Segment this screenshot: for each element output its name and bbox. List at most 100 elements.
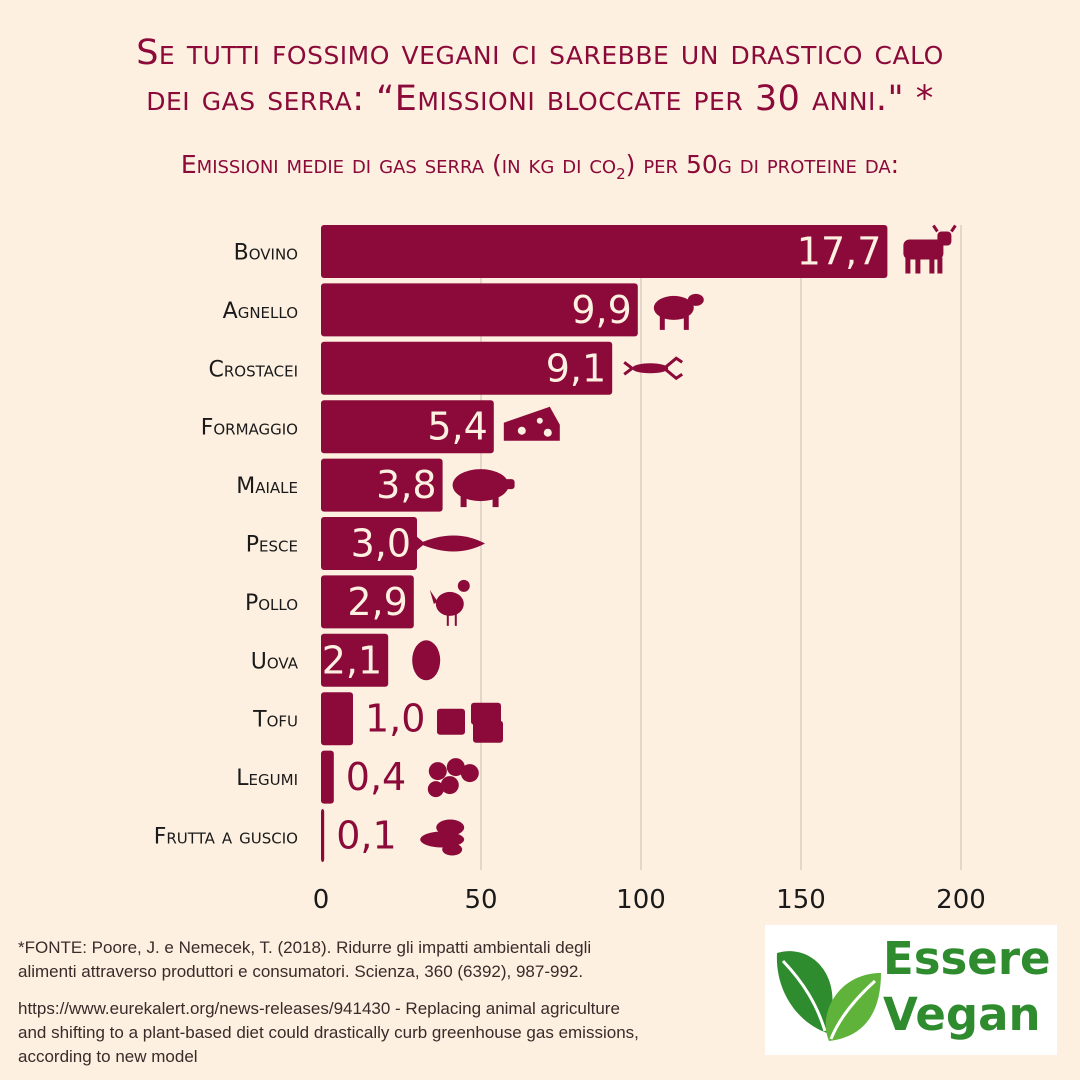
bar	[321, 341, 613, 395]
value-label: 3,0	[351, 522, 411, 566]
value-label: 0,1	[336, 814, 396, 858]
x-tick-label: 50	[464, 885, 497, 915]
cow-icon-part	[937, 231, 952, 246]
value-label: 3,8	[376, 463, 436, 507]
x-tick-label: 0	[313, 885, 330, 915]
beans-icon-part	[446, 758, 465, 777]
value-label: 17,7	[797, 230, 882, 274]
page-title: Se tutti fossimo vegani ci sarebbe un dr…	[0, 30, 1080, 122]
category-label: Agnello	[223, 299, 298, 324]
lobster-icon	[623, 356, 684, 381]
bar	[321, 575, 414, 629]
cheese-icon-part	[543, 428, 552, 437]
fish-icon	[413, 533, 485, 554]
category-label: Pollo	[245, 591, 298, 616]
category-label: Tofu	[252, 708, 298, 733]
cow-icon-part	[937, 257, 943, 274]
cow-icon	[903, 224, 957, 274]
category-label: Legumi	[236, 766, 298, 791]
category-label: Maiale	[236, 474, 298, 499]
sheep-icon-part	[683, 315, 689, 330]
logo-text: Essere Vegan	[883, 931, 1051, 1043]
bar	[321, 400, 494, 454]
chart-subtitle: Emissioni medie di gas serra (in kg di c…	[0, 150, 1080, 183]
bar	[321, 692, 353, 746]
beans-icon-part	[460, 764, 479, 783]
title-line-2: dei gas serra: “Emissioni bloccate per 3…	[146, 79, 934, 119]
cheese-icon-part	[503, 406, 560, 441]
chicken-icon-part	[435, 591, 464, 616]
leaf-icon	[776, 951, 881, 1041]
beans-icon-part	[440, 776, 459, 795]
link-line-3: according to new model	[18, 1047, 198, 1066]
bar	[321, 225, 888, 278]
cheese-icon-part	[536, 417, 543, 424]
fish-icon-part	[413, 533, 425, 554]
source-citation: *FONTE: Poore, J. e Nemecek, T. (2018). …	[18, 936, 758, 984]
category-label: Crostacei	[209, 357, 298, 382]
chicken-icon-part	[446, 613, 457, 626]
pig-icon-part	[460, 493, 467, 508]
bar	[321, 517, 417, 570]
essere-vegan-logo: Essere Vegan	[765, 925, 1057, 1055]
link-line-2: and shifting to a plant-based diet could…	[18, 1023, 639, 1042]
value-label: 2,9	[347, 580, 407, 624]
value-label: 5,4	[427, 405, 487, 449]
nuts-icon-part	[436, 819, 465, 836]
nuts-icon-part	[420, 831, 465, 848]
bar	[321, 633, 389, 687]
sheep-icon	[653, 293, 704, 330]
category-label: Uova	[251, 649, 299, 674]
bar	[321, 283, 638, 337]
tofu-icon	[437, 702, 503, 743]
value-label: 0,4	[346, 755, 406, 799]
category-label: Bovino	[234, 241, 298, 266]
subtitle-text: Emissioni medie di gas serra (in kg di c…	[180, 150, 617, 179]
egg-icon-part	[412, 640, 441, 681]
category-label: Frutta a guscio	[154, 825, 298, 850]
pig-icon-part	[492, 493, 499, 508]
x-tick-label: 100	[616, 885, 666, 915]
chicken-icon	[429, 579, 470, 626]
cow-icon-part	[915, 257, 921, 274]
tofu-icon-part	[437, 708, 465, 735]
sheep-icon-part	[659, 315, 665, 330]
value-label: 9,9	[571, 288, 631, 332]
cow-icon-part	[932, 224, 957, 233]
beans-icon-part	[428, 762, 447, 781]
tofu-icon-part	[471, 702, 501, 725]
x-tick-label: 150	[776, 885, 826, 915]
logo-line-1: Essere	[883, 932, 1051, 985]
sheep-icon-part	[687, 293, 704, 306]
lobster-icon-part	[623, 356, 684, 381]
value-label: 1,0	[365, 697, 425, 741]
bar	[321, 809, 325, 862]
cow-icon-part	[929, 257, 935, 274]
fish-icon-part	[419, 535, 485, 552]
logo-line-2: Vegan	[883, 988, 1041, 1041]
nuts-icon-part	[442, 843, 463, 856]
subtitle-subscript: 2	[616, 165, 626, 183]
source-link[interactable]: https://www.eurekalert.org/news-releases…	[18, 997, 758, 1069]
citation-line-2: alimenti attraverso produttori e consuma…	[18, 962, 584, 981]
bar-chart: 0 50 100 150 200 Bovino 17,7 Agnello 9,9 Crostace…	[154, 224, 986, 915]
bar	[321, 750, 334, 804]
lobster-icon-part	[632, 363, 669, 374]
beans-icon	[427, 758, 479, 798]
x-tick-label: 200	[936, 885, 986, 915]
subtitle-text-end: ) per 50g di proteine da:	[625, 150, 900, 179]
value-label: 9,1	[546, 346, 606, 390]
category-label: Formaggio	[201, 416, 298, 441]
citation-line-1: *FONTE: Poore, J. e Nemecek, T. (2018). …	[18, 938, 592, 957]
chicken-icon-part	[457, 579, 470, 592]
value-label: 2,1	[322, 638, 382, 682]
beans-icon-part	[427, 781, 444, 798]
pig-icon	[452, 469, 515, 508]
cow-icon-part	[905, 257, 911, 274]
category-label: Pesce	[246, 533, 298, 558]
cheese-icon	[503, 406, 560, 441]
pig-icon-part	[504, 479, 515, 490]
link-line-1[interactable]: https://www.eurekalert.org/news-releases…	[18, 999, 620, 1018]
sheep-icon-part	[653, 295, 694, 320]
egg-icon	[412, 640, 441, 681]
